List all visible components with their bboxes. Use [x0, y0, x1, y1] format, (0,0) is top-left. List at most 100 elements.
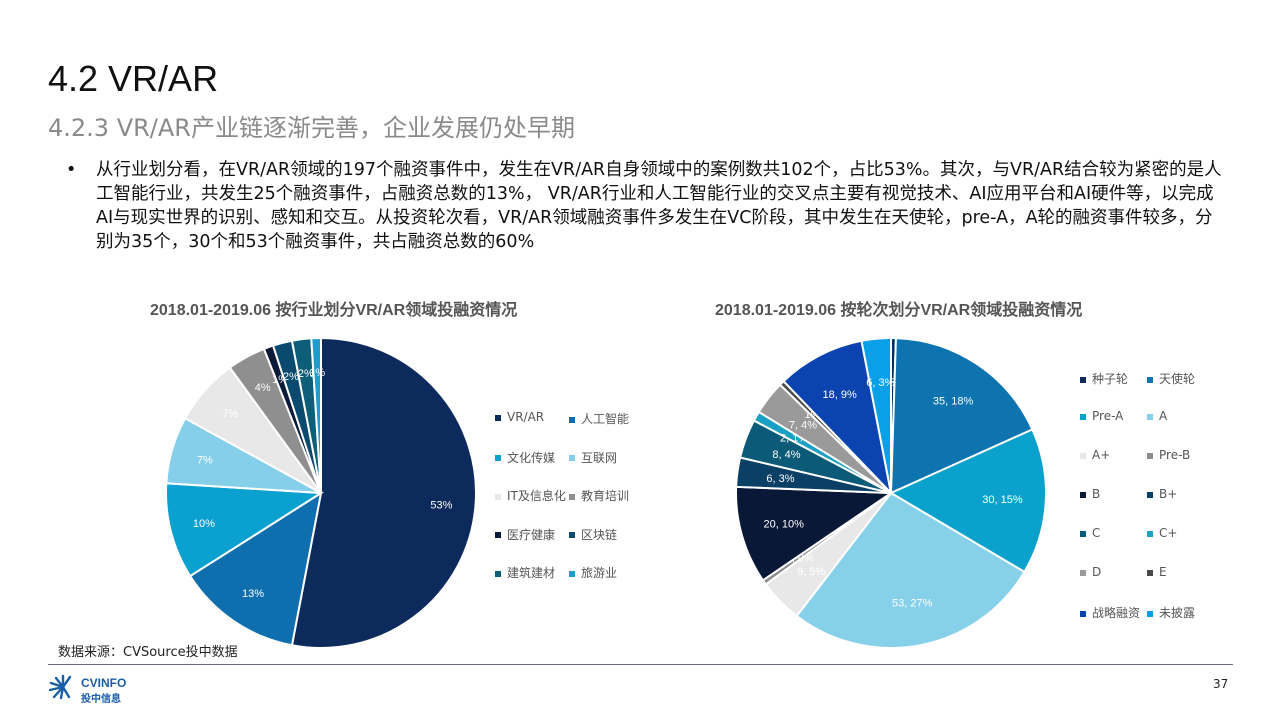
legend-swatch — [495, 493, 501, 500]
legend-swatch — [1080, 569, 1086, 576]
legend-label: Pre-B — [1159, 448, 1191, 462]
legend-swatch — [495, 570, 501, 577]
pie-slice-1-6 — [735, 485, 895, 582]
legend-swatch — [1147, 413, 1153, 420]
legend-swatch — [1147, 610, 1153, 617]
legend-swatch — [1080, 491, 1086, 498]
pie-slice-0-2 — [165, 482, 325, 578]
legend-item: 种子轮 — [1080, 370, 1128, 387]
pie-slice-1-1 — [889, 337, 1034, 495]
legend-swatch — [495, 532, 501, 538]
legend-label: E — [1159, 565, 1167, 579]
pie-label-0-2: 10% — [193, 518, 215, 530]
legend-item: A — [1147, 409, 1167, 423]
legend-label: IT及信息化 — [507, 489, 566, 503]
legend-item: C+ — [1147, 526, 1177, 540]
page-subtitle: 4.2.3 VR/AR产业链逐渐完善，企业发展仍处早期 — [48, 114, 575, 142]
legend-swatch — [495, 414, 501, 421]
summary-bullet: • 从行业划分看，在VR/AR领域的197个融资事件中，发生在VR/AR自身领域… — [66, 158, 1226, 254]
pie-label-1-12: 18, 9% — [822, 389, 856, 401]
legend-swatch — [495, 455, 501, 461]
legend-label: 医疗健康 — [507, 527, 556, 542]
legend-label: 天使轮 — [1159, 372, 1196, 386]
legend-label: 文化传媒 — [507, 450, 556, 465]
legend-label: 旅游业 — [581, 566, 618, 580]
pie-label-0-8: 2% — [298, 368, 314, 380]
legend-item: C — [1080, 526, 1100, 540]
pie-label-1-8: 8, 4% — [772, 449, 800, 461]
legend-item: D — [1080, 565, 1101, 579]
legend-label: A — [1159, 409, 1168, 423]
legend-swatch — [1080, 610, 1086, 617]
legend-label: 人工智能 — [581, 412, 630, 426]
pie-slice-1-12 — [782, 339, 893, 497]
legend-swatch — [1080, 452, 1086, 459]
pie-label-1-6: 20, 10% — [764, 519, 805, 531]
pie-label-1-13: 6, 3% — [866, 377, 894, 389]
pie-label-1-7: 6, 3% — [766, 473, 794, 485]
legend-item: 文化传媒 — [495, 449, 555, 466]
pie-label-1-1: 35, 18% — [933, 395, 974, 407]
pie-label-0-7: 2% — [283, 371, 299, 383]
industry-chart-title: 2018.01-2019.06 按行业划分VR/AR领域投融资情况 — [150, 302, 518, 319]
legend-item: 天使轮 — [1147, 370, 1195, 387]
legend-label: A+ — [1092, 448, 1111, 462]
pie-label-0-4: 7% — [222, 408, 238, 420]
legend-item: 医疗健康 — [495, 526, 555, 543]
legend-swatch — [1147, 530, 1153, 537]
legend-swatch — [569, 416, 575, 423]
legend-swatch — [569, 532, 575, 538]
legend-label: Pre-A — [1092, 409, 1124, 423]
pie-label-0-5: 4% — [255, 382, 271, 394]
legend-swatch — [1147, 376, 1153, 383]
legend-swatch — [1080, 413, 1086, 420]
legend-item: 建筑建材 — [495, 564, 555, 581]
legend-label: 建筑建材 — [507, 566, 556, 580]
pie-slice-1-3 — [795, 491, 1026, 649]
pie-label-1-4: 9, 5% — [797, 566, 825, 578]
legend-label: 未披露 — [1159, 606, 1196, 620]
legend-swatch — [569, 493, 575, 500]
pie-label-1-3: 53, 27% — [892, 598, 933, 610]
legend-item: 区块链 — [569, 526, 617, 543]
legend-swatch — [569, 570, 575, 577]
legend-item: 旅游业 — [569, 564, 617, 581]
legend-item: 人工智能 — [569, 410, 629, 427]
legend-swatch — [1147, 569, 1153, 576]
legend-label: C — [1092, 526, 1101, 540]
legend-swatch — [1147, 452, 1153, 459]
page-number: 37 — [1213, 677, 1229, 691]
logo-burst-icon — [48, 674, 72, 700]
legend-item: IT及信息化 — [495, 487, 566, 504]
legend-item: VR/AR — [495, 410, 544, 424]
data-source: 数据来源：CVSource投中数据 — [58, 645, 238, 660]
legend-item: 教育培训 — [569, 487, 629, 504]
logo-text-cn: 投中信息 — [81, 694, 121, 705]
legend-label: B+ — [1159, 487, 1178, 501]
legend-swatch — [569, 455, 575, 461]
pie-slice-1-13 — [860, 336, 892, 494]
page-title: 4.2 VR/AR — [48, 58, 219, 99]
legend-label: B — [1092, 487, 1101, 501]
legend-item: A+ — [1080, 448, 1110, 462]
footer-divider — [48, 664, 1233, 665]
legend-item: Pre-A — [1080, 409, 1123, 423]
pie-label-0-0: 53% — [430, 499, 452, 511]
bullet-marker: • — [66, 160, 77, 180]
legend-swatch — [1147, 491, 1153, 498]
legend-label: C+ — [1159, 526, 1178, 540]
pie-label-1-10: 7, 4% — [789, 419, 817, 431]
pie-slice-0-0 — [290, 336, 477, 649]
legend-label: D — [1092, 565, 1102, 579]
round-chart-title: 2018.01-2019.06 按轮次划分VR/AR领域投融资情况 — [715, 302, 1083, 319]
legend-swatch — [1080, 376, 1086, 383]
legend-label: VR/AR — [507, 410, 545, 424]
legend-label: 战略融资 — [1092, 606, 1141, 620]
legend-item: E — [1147, 565, 1167, 579]
pie-label-1-2: 30, 15% — [982, 494, 1023, 506]
legend-item: B — [1080, 487, 1100, 501]
pie-slice-0-9 — [310, 336, 322, 494]
legend-item: Pre-B — [1147, 448, 1190, 462]
legend-item: 战略融资 — [1080, 604, 1140, 621]
